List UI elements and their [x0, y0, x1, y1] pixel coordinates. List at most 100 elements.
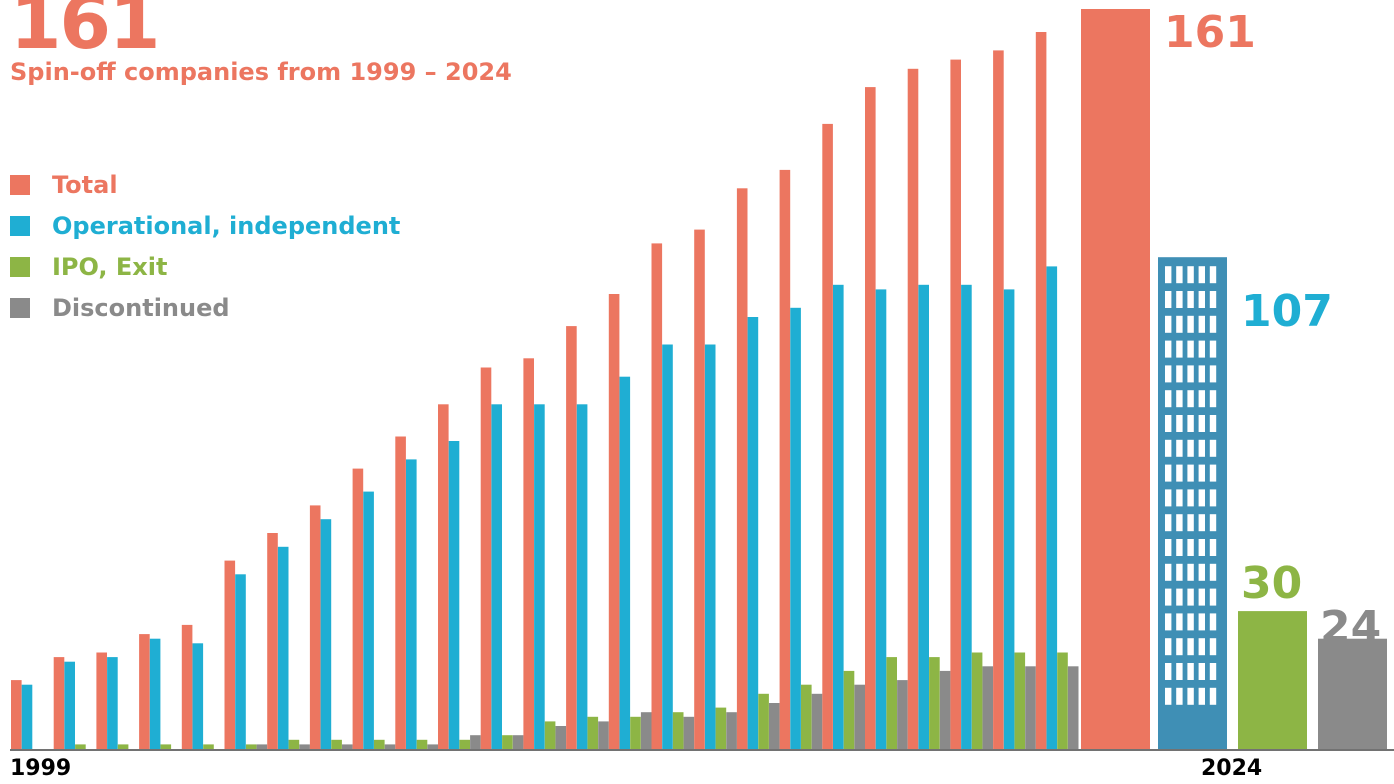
- bar-operational-17: [704, 344, 716, 749]
- bar-discontinued-20: [854, 684, 865, 749]
- x-axis-start-label: 1999: [10, 756, 72, 781]
- building-window: [1187, 439, 1194, 457]
- building-window: [1187, 266, 1194, 284]
- bar-operational-19: [790, 307, 801, 749]
- building-window: [1198, 514, 1205, 532]
- building-window: [1176, 315, 1183, 333]
- bar-total-19: [779, 169, 791, 749]
- building-window: [1209, 687, 1217, 705]
- bar-total-16: [651, 243, 663, 749]
- final-value-label-discontinued: 24: [1320, 602, 1381, 653]
- bar-discontinued-25: [1067, 666, 1079, 749]
- bar-ipo-exit-5: [203, 744, 214, 749]
- bar-discontinued-15: [640, 712, 652, 749]
- legend-swatch-discontinued: [10, 297, 30, 318]
- building-window: [1165, 291, 1172, 308]
- building-window: [1165, 315, 1172, 333]
- building-window: [1209, 539, 1217, 556]
- building-window: [1198, 588, 1205, 606]
- building-window: [1209, 340, 1217, 358]
- bar-discontinued-18: [769, 703, 780, 749]
- bar-total-15: [608, 294, 620, 749]
- chart-subtitle: Spin-off companies from 1999 – 2024: [10, 58, 512, 86]
- building-window: [1165, 539, 1172, 556]
- building-window: [1176, 638, 1183, 656]
- building-window: [1187, 663, 1194, 680]
- bar-ipo-exit-12: [502, 735, 513, 749]
- bar-ipo-exit-19: [801, 684, 812, 749]
- building-window: [1165, 464, 1172, 482]
- legend-label-operational: Operational, independent: [52, 211, 401, 240]
- building-window: [1187, 365, 1194, 383]
- building-window: [1209, 415, 1217, 432]
- building-window: [1165, 266, 1172, 284]
- bar-total-7: [267, 533, 278, 749]
- bar-operational-11: [448, 441, 460, 749]
- bar-ipo-exit-4: [160, 744, 172, 749]
- bar-ipo-exit-20: [843, 670, 855, 749]
- building-window: [1187, 687, 1194, 705]
- bar-ipo-exit-23: [971, 652, 983, 749]
- bar-total-13: [523, 358, 534, 749]
- building-window: [1165, 687, 1172, 705]
- bar-discontinued-14: [598, 721, 609, 749]
- bar-ipo-exit-24: [1014, 652, 1026, 749]
- bar-total-8: [309, 505, 321, 749]
- building-window: [1198, 439, 1205, 457]
- bar-discontinued-final: [1318, 638, 1387, 749]
- building-window: [1176, 365, 1183, 383]
- building-window: [1198, 390, 1205, 408]
- bar-ipo-exit-15: [630, 716, 641, 749]
- building-window: [1165, 663, 1172, 680]
- building-window: [1187, 489, 1194, 507]
- building-window: [1209, 439, 1217, 457]
- building-window: [1198, 563, 1205, 581]
- bar-operational-13: [534, 404, 545, 749]
- building-window: [1209, 638, 1217, 656]
- legend-swatch-operational: [10, 215, 30, 236]
- building-window: [1176, 340, 1183, 358]
- building-window: [1176, 663, 1183, 680]
- bar-ipo-exit-13: [544, 721, 556, 749]
- bar-total-25: [1035, 32, 1047, 749]
- bar-ipo-exit-11: [459, 739, 470, 749]
- building-window: [1209, 588, 1217, 606]
- building-window: [1187, 638, 1194, 656]
- building-window: [1165, 365, 1172, 383]
- bar-operational-8: [320, 519, 332, 749]
- bar-operational-5: [192, 643, 204, 749]
- building-window: [1176, 489, 1183, 507]
- building-window: [1209, 390, 1217, 408]
- bar-ipo-exit-14: [587, 716, 599, 749]
- building-window: [1176, 439, 1183, 457]
- building-window: [1165, 514, 1172, 532]
- bar-total-6: [224, 560, 236, 749]
- bar-ipo-exit-final: [1238, 611, 1307, 749]
- bar-total-4: [139, 634, 150, 749]
- bar-discontinued-24: [1025, 666, 1036, 749]
- bar-total-11: [438, 404, 449, 749]
- bar-operational-4: [149, 638, 161, 749]
- final-value-label-total: 161: [1164, 7, 1256, 58]
- building-window: [1198, 687, 1205, 705]
- legend-item-operational: Operational, independent: [10, 205, 400, 246]
- bar-total-3: [96, 652, 107, 749]
- building-window: [1198, 539, 1205, 556]
- building-window: [1209, 464, 1217, 482]
- bar-ipo-exit-22: [929, 657, 940, 749]
- bar-total-9: [352, 468, 364, 749]
- total-count-headline: 161: [10, 0, 160, 66]
- building-window: [1198, 291, 1205, 308]
- building-window: [1176, 390, 1183, 408]
- bar-operational-18: [747, 317, 759, 749]
- bar-discontinued-6: [256, 744, 268, 749]
- bar-ipo-exit-18: [758, 693, 769, 749]
- building-window: [1198, 315, 1205, 333]
- building-window: [1209, 613, 1217, 631]
- bar-total-final: [1081, 9, 1150, 749]
- building-window: [1187, 588, 1194, 606]
- bar-operational-2: [64, 661, 75, 749]
- building-window: [1198, 489, 1205, 507]
- bar-ipo-exit-21: [886, 657, 897, 749]
- building-window: [1209, 563, 1217, 581]
